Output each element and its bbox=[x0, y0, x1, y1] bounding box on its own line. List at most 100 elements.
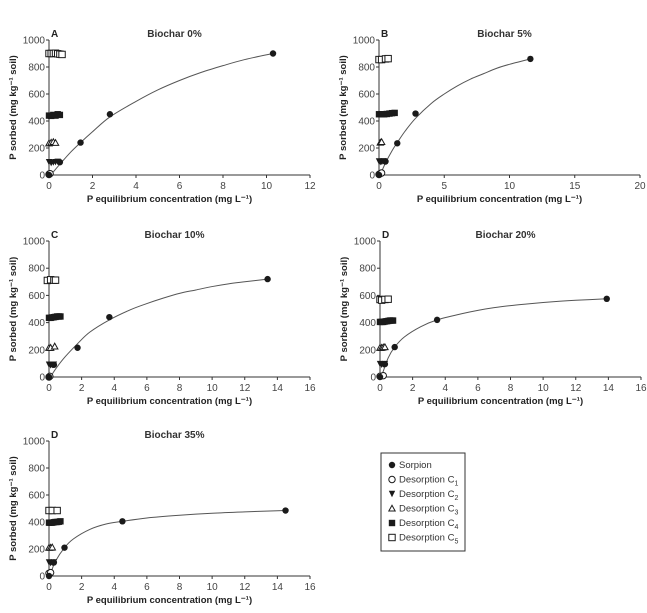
y-tick-label: 1000 bbox=[353, 36, 376, 47]
series-desorption-c5 bbox=[45, 49, 66, 59]
y-tick-label: 400 bbox=[28, 518, 45, 529]
data-point bbox=[603, 295, 610, 302]
data-point bbox=[53, 506, 61, 515]
legend-label: Desorption C5 bbox=[399, 533, 458, 546]
x-tick-label: 6 bbox=[475, 383, 481, 394]
y-axis-label: P sorbed (mg kg⁻¹ soil) bbox=[338, 55, 349, 160]
y-tick-label: 800 bbox=[359, 264, 376, 275]
x-tick-label: 0 bbox=[46, 181, 52, 192]
panel-title: Biochar 5% bbox=[477, 29, 532, 40]
x-tick-label: 2 bbox=[410, 383, 416, 394]
x-tick-label: 6 bbox=[144, 582, 150, 593]
fit-curve bbox=[378, 58, 531, 176]
data-point bbox=[51, 276, 60, 284]
x-tick-label: 8 bbox=[220, 181, 226, 192]
data-point bbox=[264, 275, 271, 283]
data-point bbox=[56, 111, 64, 119]
series-desorption-c3 bbox=[44, 137, 60, 147]
legend-label: Sorpion bbox=[399, 460, 432, 471]
series-sorpion bbox=[376, 295, 610, 381]
y-tick-label: 400 bbox=[358, 117, 375, 128]
x-tick-label: 14 bbox=[272, 582, 284, 593]
y-tick-label: 200 bbox=[28, 545, 45, 556]
data-point bbox=[106, 111, 114, 118]
y-tick-label: 800 bbox=[28, 464, 45, 475]
data-point bbox=[384, 54, 392, 63]
data-point bbox=[119, 518, 126, 525]
x-tick-label: 2 bbox=[79, 383, 85, 394]
legend-label: Desorption C4 bbox=[399, 518, 458, 531]
panel-title: Biochar 35% bbox=[144, 430, 204, 441]
y-tick-label: 0 bbox=[39, 572, 45, 583]
y-tick-label: 200 bbox=[28, 345, 45, 356]
data-point bbox=[57, 313, 64, 320]
legend-label-subscript: 2 bbox=[454, 495, 458, 502]
legend-item: Desorption C5 bbox=[388, 533, 458, 546]
y-tick-label: 200 bbox=[359, 345, 376, 356]
x-tick-label: 12 bbox=[304, 181, 316, 192]
data-point bbox=[389, 317, 397, 324]
x-tick-label: 5 bbox=[441, 181, 447, 192]
y-tick-label: 200 bbox=[28, 144, 45, 155]
y-axis-label: P sorbed (mg kg⁻¹ soil) bbox=[8, 55, 19, 160]
legend-marker-icon bbox=[388, 490, 396, 498]
x-tick-label: 0 bbox=[376, 181, 382, 192]
data-point bbox=[50, 361, 58, 368]
legend-marker-icon bbox=[388, 461, 396, 469]
y-tick-label: 0 bbox=[370, 373, 376, 384]
data-point bbox=[50, 342, 59, 350]
y-tick-label: 400 bbox=[359, 318, 376, 329]
data-point bbox=[77, 139, 84, 146]
panel-letter: B bbox=[381, 29, 388, 40]
panel-c-2: 0 2 4 6 8 10 12 14 16 0 200 400 600 800 1000 P equilibr… bbox=[8, 230, 316, 407]
y-tick-label: 0 bbox=[39, 373, 45, 384]
data-point bbox=[61, 544, 68, 551]
x-tick-label: 8 bbox=[177, 383, 183, 394]
x-tick-label: 0 bbox=[377, 383, 383, 394]
x-axis-label: P equilibrium concentration (mg L⁻¹) bbox=[87, 595, 252, 606]
x-tick-label: 4 bbox=[111, 383, 117, 394]
x-tick-label: 16 bbox=[304, 383, 316, 394]
series-desorption-c5 bbox=[376, 295, 392, 304]
series-desorption-c3 bbox=[44, 543, 57, 551]
y-axis-label: P sorbed (mg kg⁻¹ soil) bbox=[339, 257, 350, 362]
legend-label-text: Desorption C bbox=[399, 504, 455, 515]
y-tick-label: 400 bbox=[28, 117, 45, 128]
x-tick-label: 8 bbox=[177, 582, 183, 593]
y-tick-label: 600 bbox=[28, 90, 45, 101]
legend-marker-icon bbox=[388, 533, 396, 542]
series-desorption-c4 bbox=[376, 317, 397, 326]
x-tick-label: 8 bbox=[508, 383, 514, 394]
data-point bbox=[57, 518, 64, 525]
fit-curve bbox=[379, 298, 607, 378]
x-tick-label: 16 bbox=[304, 582, 316, 593]
x-tick-label: 2 bbox=[79, 582, 85, 593]
data-point bbox=[56, 158, 64, 166]
series-sorpion bbox=[45, 50, 277, 179]
x-tick-label: 14 bbox=[603, 383, 615, 394]
data-point bbox=[282, 507, 289, 514]
series-sorpion bbox=[375, 55, 534, 179]
y-tick-label: 600 bbox=[28, 491, 45, 502]
legend-label-subscript: 1 bbox=[454, 481, 458, 488]
data-point bbox=[58, 50, 66, 59]
data-point bbox=[394, 140, 401, 147]
data-point bbox=[391, 109, 398, 117]
data-point bbox=[74, 344, 81, 351]
data-point bbox=[377, 137, 386, 145]
legend-marker-icon bbox=[388, 519, 396, 527]
legend-label-subscript: 4 bbox=[454, 524, 458, 531]
data-point bbox=[384, 295, 392, 303]
y-tick-label: 800 bbox=[28, 63, 45, 74]
series-desorption-c5 bbox=[375, 54, 392, 64]
series-desorption-c4 bbox=[45, 313, 64, 322]
legend-label-text: Desorption C bbox=[399, 489, 455, 500]
x-tick-label: 10 bbox=[207, 582, 219, 593]
panel-d-4: 0 2 4 6 8 10 12 14 16 0 200 400 600 800 1000 P equilibr… bbox=[8, 430, 316, 606]
x-axis-label: P equilibrium concentration (mg L⁻¹) bbox=[417, 194, 582, 205]
y-tick-label: 1000 bbox=[23, 36, 46, 47]
legend-item: Desorption C3 bbox=[387, 504, 458, 517]
legend-label-text: Desorption C bbox=[399, 533, 455, 544]
x-tick-label: 16 bbox=[635, 383, 647, 394]
